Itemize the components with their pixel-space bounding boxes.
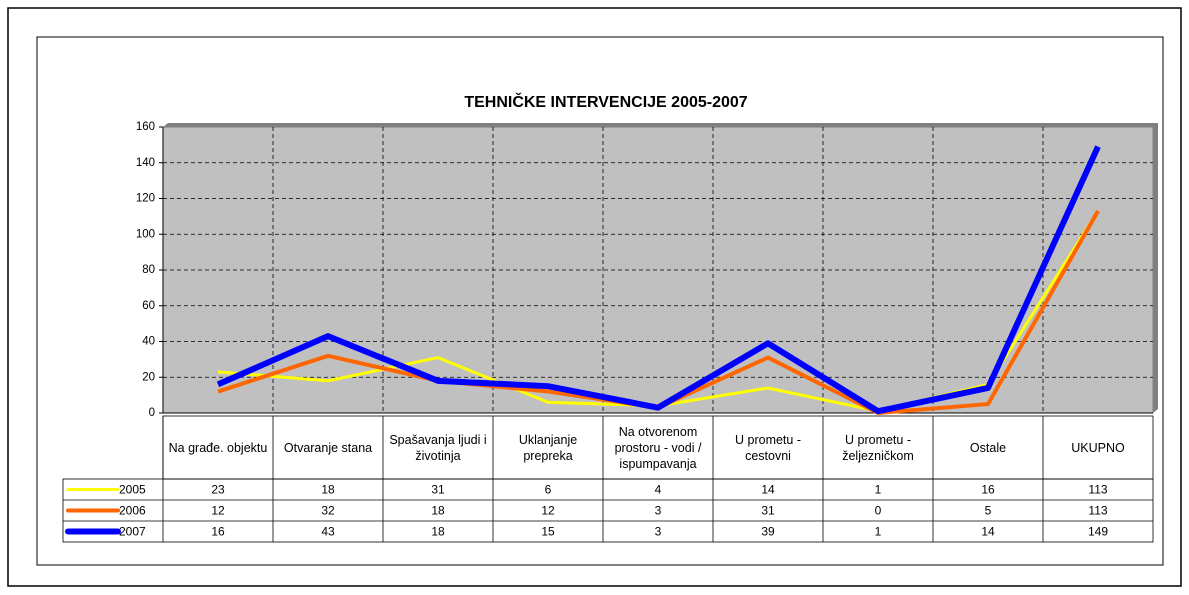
y-tick-label: 20 — [142, 371, 155, 383]
table-value: 39 — [761, 525, 775, 539]
chart-frame — [36, 36, 1164, 566]
table-value: 31 — [431, 483, 445, 497]
table-value: 0 — [875, 504, 882, 518]
table-value: 18 — [431, 504, 445, 518]
x-tick-label: Otvaranje stana — [283, 440, 373, 455]
table-value: 14 — [981, 525, 995, 539]
y-tick-label: 40 — [142, 336, 155, 348]
table-value: 3 — [655, 504, 662, 518]
table-value: 5 — [985, 504, 992, 518]
table-value: 6 — [545, 483, 552, 497]
x-tick-label: UKUPNO — [1071, 440, 1125, 455]
x-tick-label: Na otvorenom prostoru - vodi / ispumpava… — [614, 424, 702, 471]
table-value: 14 — [761, 483, 775, 497]
table-value: 18 — [321, 483, 335, 497]
x-tick-label: U prometu - željezničkom — [842, 432, 914, 463]
series-line — [216, 145, 1101, 415]
x-tick-label: Ostale — [969, 440, 1007, 455]
table-value: 43 — [321, 525, 335, 539]
table-value: 32 — [321, 504, 335, 518]
table-value: 113 — [1088, 504, 1107, 518]
y-tick-label: 0 — [149, 407, 155, 419]
y-tick-label: 120 — [136, 193, 155, 205]
table-value: 31 — [761, 504, 775, 518]
table-value: 3 — [655, 525, 662, 539]
table-value: 1 — [875, 525, 882, 539]
y-tick-label: 60 — [142, 300, 155, 312]
outer-frame — [7, 7, 1182, 587]
legend-label: 2007 — [119, 525, 146, 539]
table-value: 4 — [655, 483, 662, 497]
table-value: 16 — [211, 525, 225, 539]
table-value: 12 — [541, 504, 555, 518]
x-tick-label: Spašavanja ljudi i životinja — [389, 432, 487, 463]
y-tick-label: 160 — [136, 121, 155, 133]
table-value: 18 — [431, 525, 445, 539]
table-value: 149 — [1088, 525, 1108, 539]
y-tick-label: 80 — [142, 264, 155, 276]
table-value: 113 — [1088, 483, 1107, 497]
x-tick-label: Na građe. objektu — [168, 440, 268, 455]
x-tick-label: U prometu - cestovni — [735, 432, 801, 463]
y-tick-label: 140 — [136, 157, 155, 169]
table-value: 16 — [981, 483, 995, 497]
legend-label: 2005 — [119, 483, 146, 497]
x-tick-label: Uklanjanje prepreka — [518, 432, 578, 463]
table-value: 23 — [211, 483, 225, 497]
table-body-border — [62, 478, 1154, 543]
chart-title: TEHNIČKE INTERVENCIJE 2005-2007 — [464, 92, 747, 111]
legend-label: 2006 — [119, 504, 146, 518]
table-value: 15 — [541, 525, 555, 539]
table-value: 1 — [875, 483, 882, 497]
table-value: 12 — [211, 504, 225, 518]
y-tick-label: 100 — [136, 228, 155, 240]
